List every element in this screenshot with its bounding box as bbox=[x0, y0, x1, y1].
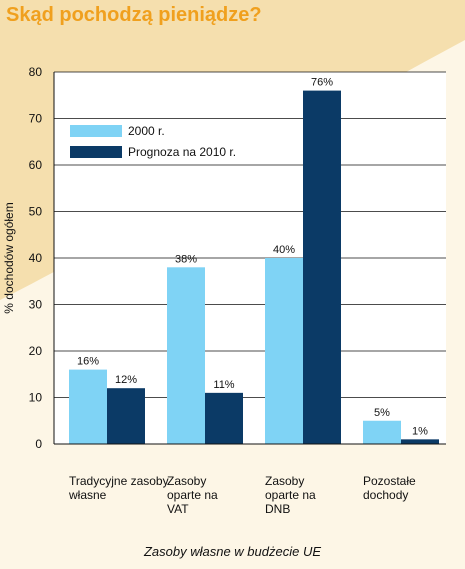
data-label: 76% bbox=[311, 77, 333, 89]
y-axis-ticks: 0 10 20 30 40 50 60 70 80 bbox=[29, 65, 43, 451]
legend-swatch bbox=[70, 125, 122, 137]
y-tick-label: 50 bbox=[29, 205, 43, 219]
category-label: Pozostałe dochody bbox=[363, 474, 416, 502]
legend-label: Prognoza na 2010 r. bbox=[128, 145, 236, 159]
legend-swatch bbox=[70, 146, 122, 158]
data-label: 11% bbox=[213, 379, 234, 391]
y-tick-label: 80 bbox=[29, 65, 43, 79]
category-label: Zasoby oparte na DNB bbox=[265, 474, 316, 516]
bar-2000-2 bbox=[265, 258, 303, 444]
bars bbox=[69, 90, 439, 444]
bar-2010-0 bbox=[107, 388, 145, 444]
y-tick-label: 0 bbox=[35, 437, 42, 451]
gridlines bbox=[54, 71, 446, 398]
bar-2000-1 bbox=[167, 267, 205, 444]
y-tick-label: 30 bbox=[29, 298, 43, 312]
legend-label: 2000 r. bbox=[128, 124, 165, 138]
category-label: Zasoby oparte na VAT bbox=[167, 474, 218, 516]
y-axis-label: % dochodów ogółem bbox=[2, 202, 16, 313]
y-tick-label: 70 bbox=[29, 112, 43, 126]
data-label: 40% bbox=[273, 244, 295, 256]
data-label: 16% bbox=[77, 356, 99, 368]
data-label: 5% bbox=[374, 407, 390, 419]
bar-2010-2 bbox=[303, 90, 341, 444]
y-tick-label: 10 bbox=[29, 391, 43, 405]
bar-2010-3 bbox=[401, 439, 439, 444]
bar-2000-0 bbox=[69, 369, 107, 444]
y-tick-label: 60 bbox=[29, 158, 43, 172]
data-label: 38% bbox=[175, 253, 197, 265]
legend: 2000 r. Prognoza na 2010 r. bbox=[70, 124, 236, 159]
x-axis-label: Zasoby własne w budżecie UE bbox=[143, 544, 322, 559]
data-label: 1% bbox=[412, 425, 428, 437]
bar-2000-3 bbox=[363, 420, 401, 444]
y-tick-label: 40 bbox=[29, 251, 43, 265]
bar-2010-1 bbox=[205, 392, 243, 444]
y-tick-label: 20 bbox=[29, 344, 43, 358]
data-labels: 16% 38% 40% 5% 12% 11% 76% 1% bbox=[77, 77, 428, 438]
category-label: Tradycyjne zasoby własne bbox=[69, 474, 169, 502]
chart-title: Skąd pochodzą pieniądze? bbox=[6, 4, 262, 26]
data-label: 12% bbox=[115, 374, 137, 386]
